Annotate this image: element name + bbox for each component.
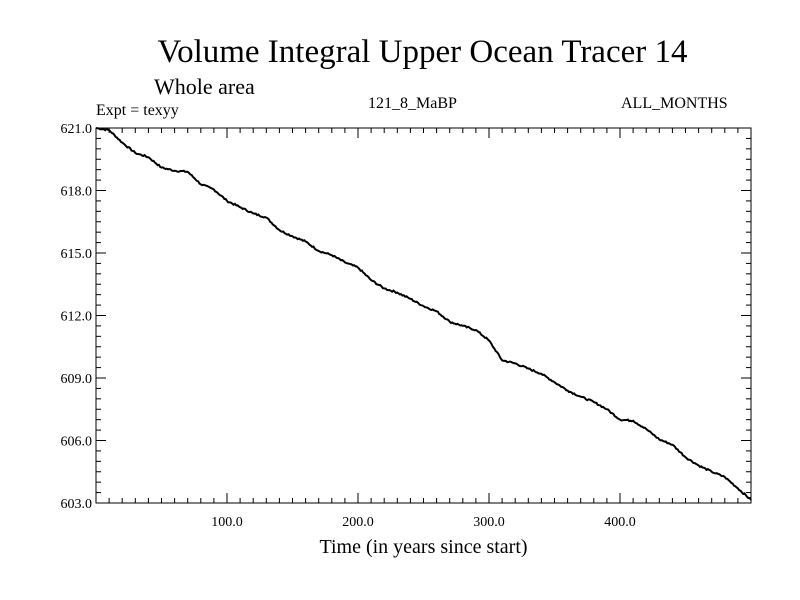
- x-tick-labels: 100.0 200.0 300.0 400.0: [211, 515, 636, 530]
- experiment-label: Expt = texyy: [96, 102, 179, 119]
- x-tick-label: 200.0: [342, 515, 374, 530]
- y-tick-label: 612.0: [61, 310, 93, 325]
- y-tick-label: 606.0: [61, 435, 93, 450]
- y-tick-label: 609.0: [61, 372, 93, 387]
- series-line: [95, 127, 752, 501]
- x-tick-label: 300.0: [473, 515, 505, 530]
- y-tick-label: 603.0: [61, 497, 93, 512]
- chart-title: Volume Integral Upper Ocean Tracer 14: [157, 34, 688, 70]
- run-label: 121_8_MaBP: [368, 95, 457, 112]
- x-axis-label: Time (in years since start): [319, 536, 528, 558]
- months-label: ALL_MONTHS: [621, 95, 728, 112]
- y-tick-label: 615.0: [61, 247, 93, 262]
- chart-subtitle: Whole area: [154, 74, 255, 99]
- y-tick-label: 618.0: [61, 185, 93, 200]
- y-tick-label: 621.0: [61, 122, 93, 137]
- x-tick-label: 400.0: [604, 515, 636, 530]
- y-tick-labels: 603.0 606.0 609.0 612.0 615.0 618.0 621.0: [61, 122, 93, 512]
- axis-ticks: [96, 128, 751, 503]
- x-tick-label: 100.0: [211, 515, 243, 530]
- plot-frame: [95, 127, 752, 504]
